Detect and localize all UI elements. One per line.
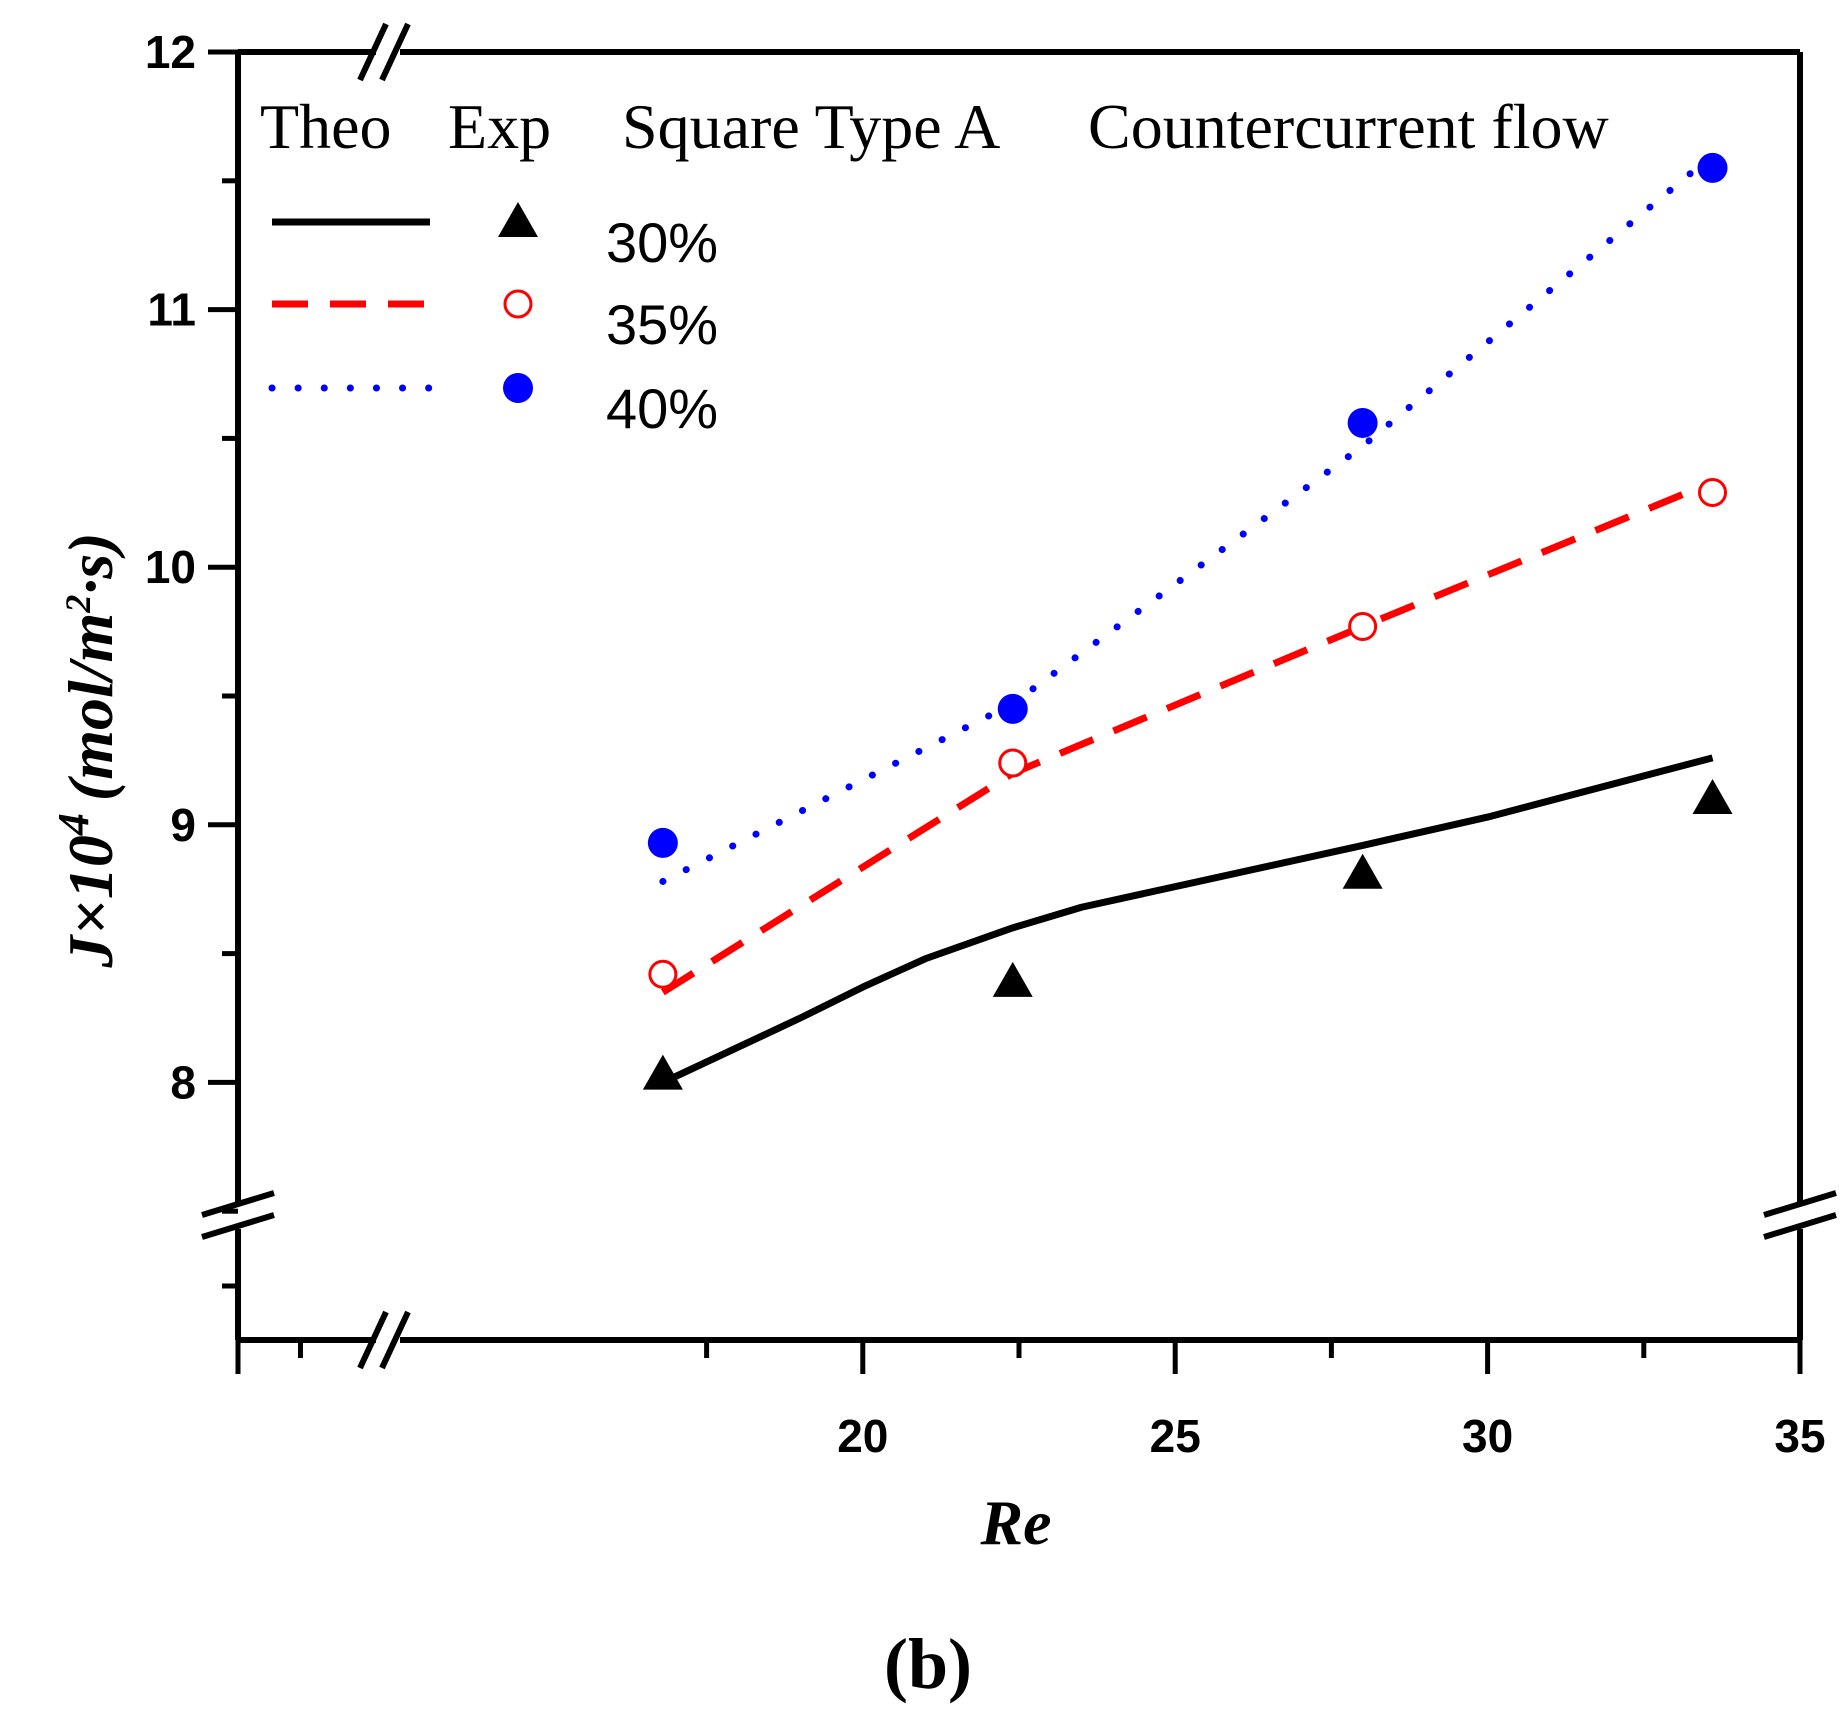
y-axis-label: J×104 (mol/m2·s) xyxy=(49,532,126,968)
legend-header-exp: Exp xyxy=(448,91,551,162)
legend-marker-35pct xyxy=(503,289,533,319)
y-axis-label-exp: 4 xyxy=(49,813,98,836)
legend-samples xyxy=(268,202,538,403)
data-point-30pct xyxy=(992,961,1033,997)
right-break-mark xyxy=(1763,1190,1837,1218)
data-point-30pct xyxy=(1342,853,1383,889)
legend-marker-30pct xyxy=(498,202,538,237)
y-axis-label-unit-sup: 2 xyxy=(58,595,98,614)
panel-label: (b) xyxy=(884,1624,972,1704)
x-tick-label: 20 xyxy=(837,1410,888,1462)
legend-header-shape: Square Type A xyxy=(622,91,1000,162)
y-tick-label: 10 xyxy=(145,541,196,593)
legend-label-40: 40% xyxy=(606,377,718,440)
legend-header-theo: Theo xyxy=(260,91,392,162)
x-axis-break-mark xyxy=(357,1310,389,1370)
data-point-40pct xyxy=(1697,152,1728,183)
y-tick-label: 11 xyxy=(147,284,196,336)
legend: Theo Exp Square Type A Countercurrent fl… xyxy=(260,91,1609,440)
y-axis-label-unit-close: ·s) xyxy=(55,532,126,594)
y-tick-label: 12 xyxy=(145,26,196,78)
x-tick-label: 25 xyxy=(1150,1410,1201,1462)
data-point-40pct xyxy=(1347,407,1378,438)
x-axis-break-mark xyxy=(379,1310,411,1370)
data-point-35pct xyxy=(1698,477,1728,507)
legend-header-flow: Countercurrent flow xyxy=(1088,91,1609,162)
theoretical-lines xyxy=(659,151,1717,1086)
y-axis-break-mark xyxy=(201,1190,275,1218)
data-point-35pct xyxy=(998,748,1028,778)
legend-label-30: 30% xyxy=(606,211,718,274)
x-tick-label: 30 xyxy=(1462,1410,1513,1462)
legend-label-35: 35% xyxy=(606,293,718,356)
series-line-30pct xyxy=(661,754,1714,1086)
y-tick-label: 9 xyxy=(170,799,196,851)
x-axis-label: Re xyxy=(979,1487,1051,1558)
series-line-40pct xyxy=(659,151,1717,885)
data-point-40pct xyxy=(997,693,1028,724)
top-break-mark xyxy=(379,22,411,82)
y-axis-label-unit-open: (mol/m xyxy=(55,613,126,801)
axis-ticks: 8 9 10 11 12 20 25 30 35 xyxy=(145,26,1826,1462)
data-point-30pct xyxy=(1692,779,1733,815)
top-break-mark xyxy=(357,22,389,82)
series-line-35pct xyxy=(661,478,1714,996)
y-axis-label-main: J×10 xyxy=(55,835,126,968)
right-break-mark xyxy=(1763,1212,1837,1240)
y-tick-label: 8 xyxy=(170,1056,196,1108)
data-point-40pct xyxy=(647,827,678,858)
legend-marker-40pct xyxy=(503,373,533,403)
experimental-markers xyxy=(642,152,1733,1090)
data-point-35pct xyxy=(648,959,678,989)
x-tick-label: 35 xyxy=(1774,1410,1825,1462)
data-point-35pct xyxy=(1348,611,1378,641)
data-point-30pct xyxy=(642,1054,683,1090)
y-axis-break-mark xyxy=(201,1212,275,1240)
